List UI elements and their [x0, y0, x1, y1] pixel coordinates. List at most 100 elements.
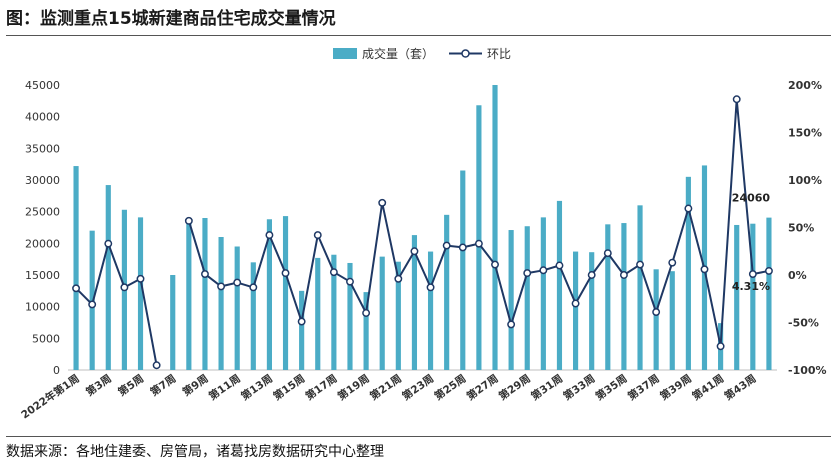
- x-axis-tick-label: 第9周: [180, 372, 211, 399]
- line-marker: [652, 308, 661, 316]
- bar: [653, 269, 659, 370]
- bar: [363, 292, 369, 370]
- line-marker: [587, 271, 596, 279]
- right-axis-tick-label: -50%: [788, 317, 819, 330]
- line-marker: [152, 361, 161, 370]
- bar: [89, 230, 95, 370]
- bar: [444, 214, 450, 370]
- x-axis-tick-label: 第15周: [271, 372, 308, 403]
- bar: [266, 219, 272, 370]
- bar: [411, 235, 418, 370]
- line-marker: [313, 231, 322, 240]
- left-axis-tick-label: 35000: [25, 142, 60, 155]
- x-axis-tick-label: 第5周: [116, 372, 147, 399]
- line-marker: [346, 277, 354, 286]
- x-axis-tick-label: 2022年第1周: [19, 372, 82, 422]
- line-marker: [764, 266, 773, 275]
- line-marker: [700, 265, 709, 274]
- x-axis-tick-labels: 2022年第1周 第3周 第5周 第7周 第9周第11周第13周第15周第17周第19周…: [19, 372, 759, 422]
- line-marker: [249, 283, 258, 292]
- line-marker: [748, 270, 757, 279]
- right-axis-tick-label: -100%: [788, 364, 827, 377]
- last-bar-value-label: 24060: [732, 192, 771, 205]
- line-marker: [120, 283, 129, 292]
- bar: [395, 261, 401, 370]
- x-axis-tick-label: 第27周: [464, 372, 501, 403]
- bar: [556, 200, 563, 370]
- right-axis-tick-label: 150%: [788, 127, 822, 140]
- x-axis-tick-label: 第35周: [593, 372, 630, 403]
- bar: [573, 251, 579, 370]
- x-axis-tick-label: 第33周: [561, 372, 598, 403]
- x-axis-tick-label: 第29周: [496, 372, 533, 403]
- x-axis-tick-label: 第11周: [206, 372, 243, 403]
- x-axis-tick-label: 第39周: [657, 372, 694, 403]
- line-marker: [88, 300, 97, 309]
- bar: [105, 185, 111, 370]
- line-marker: [426, 283, 435, 292]
- right-axis-tick-label: 0%: [788, 269, 807, 282]
- left-axis-tick-label: 0: [53, 364, 60, 377]
- data-source: 数据来源：各地住建委、房管局，诸葛找房数据研究中心整理: [6, 444, 384, 460]
- x-axis-tick-label: 第19周: [335, 372, 372, 403]
- line-marker: [603, 249, 612, 258]
- left-axis-tick-label: 30000: [25, 174, 60, 187]
- line-marker: [72, 284, 81, 293]
- line-marker: [281, 269, 290, 278]
- line-marker: [329, 268, 338, 277]
- line-marker: [555, 261, 564, 270]
- x-axis-tick-label: 第21周: [367, 372, 404, 403]
- legend-line-marker: [461, 49, 470, 58]
- line-marker: [297, 317, 306, 326]
- last-line-value-label: 4.31%: [732, 280, 770, 293]
- left-axis-tick-label: 45000: [25, 79, 60, 92]
- line-marker: [104, 239, 113, 248]
- bars-series: [73, 85, 772, 371]
- line-marker: [619, 271, 628, 279]
- ratio-line-markers: [72, 95, 773, 370]
- left-axis-tick-label: 15000: [25, 269, 60, 282]
- x-axis-tick-label: 第7周: [148, 372, 179, 399]
- bar: [202, 218, 208, 370]
- line-marker: [136, 274, 145, 283]
- left-axis-tick-label: 5000: [32, 332, 60, 345]
- line-marker: [265, 231, 274, 240]
- left-axis-tick-label: 10000: [25, 301, 60, 314]
- bar: [766, 217, 772, 370]
- line-marker: [684, 204, 693, 213]
- line-marker: [571, 299, 580, 308]
- bar: [750, 223, 756, 370]
- bar: [250, 262, 256, 370]
- x-axis-tick-label: 第13周: [239, 372, 276, 403]
- line-marker: [732, 95, 741, 104]
- line-marker: [716, 342, 725, 351]
- left-axis-tick-label: 25000: [25, 206, 60, 219]
- line-marker: [507, 320, 516, 329]
- bar: [492, 85, 498, 370]
- legend: 成交量（套） 环比: [333, 46, 511, 61]
- x-axis-tick-label: 第43周: [722, 372, 759, 403]
- x-axis-tick-label: 第23周: [400, 372, 437, 403]
- x-axis-tick-label: 第25周: [432, 372, 469, 403]
- bar: [524, 226, 530, 370]
- bar: [427, 251, 434, 370]
- line-marker: [201, 270, 209, 279]
- line-marker: [523, 269, 532, 278]
- bar: [315, 257, 321, 370]
- line-marker: [394, 274, 403, 283]
- bar: [637, 205, 643, 370]
- bar: [540, 217, 546, 370]
- bar: [669, 271, 675, 370]
- line-marker: [539, 266, 548, 275]
- x-axis-tick-label: 第41周: [690, 372, 727, 403]
- title-divider: [6, 35, 831, 36]
- line-marker: [474, 239, 483, 248]
- legend-line-label: 环比: [487, 47, 511, 61]
- bar: [379, 256, 385, 370]
- line-marker: [442, 241, 451, 250]
- bar: [170, 275, 176, 370]
- line-marker: [458, 243, 467, 252]
- bar: [621, 223, 627, 370]
- bar: [605, 224, 611, 370]
- right-axis-tick-labels: -100% -50% 0% 50% 100% 150% 200%: [788, 79, 827, 377]
